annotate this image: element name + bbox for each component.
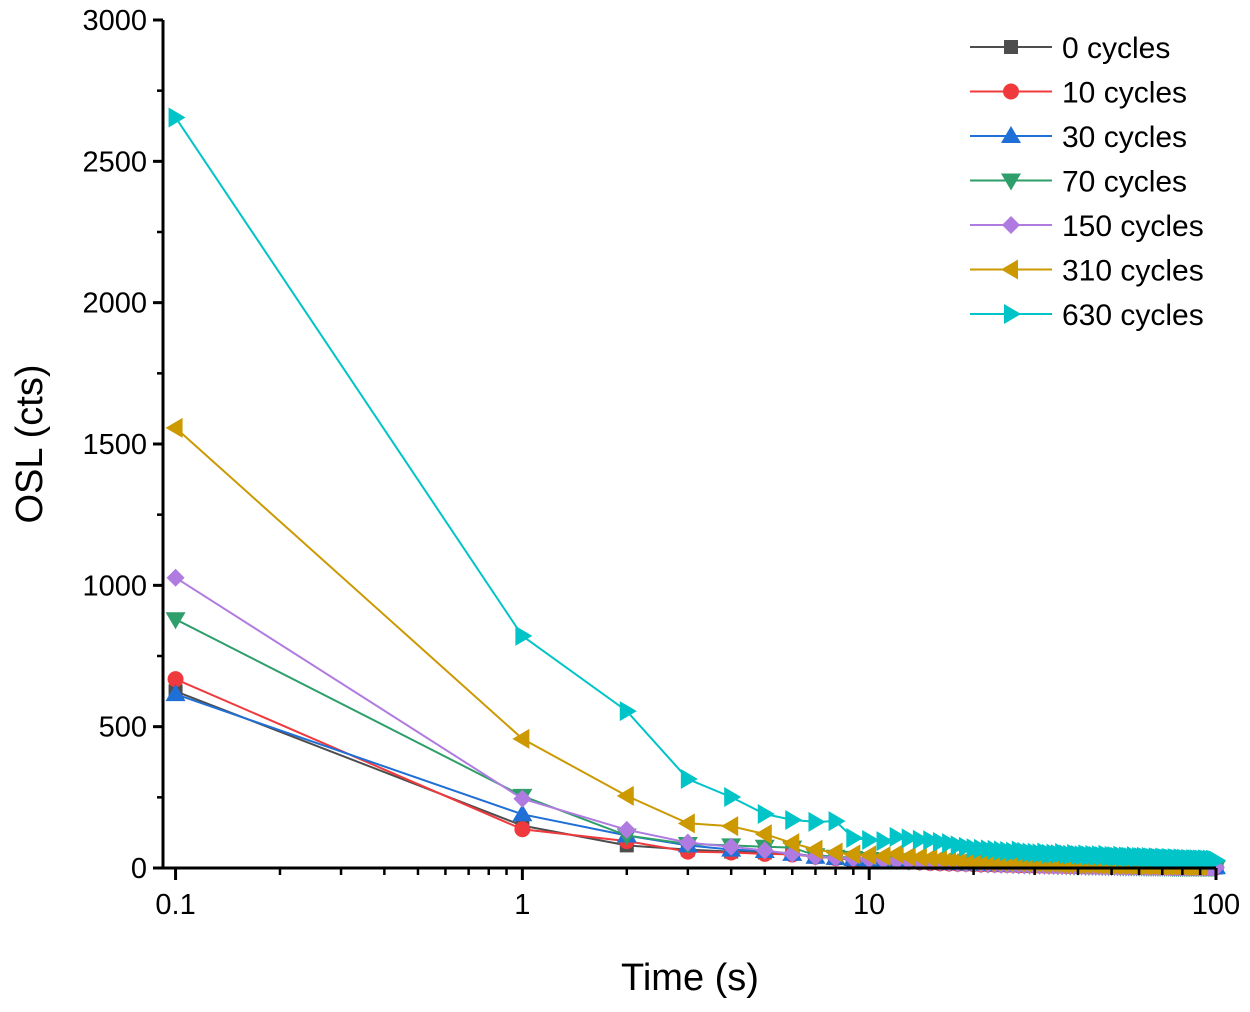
data-point: [680, 768, 698, 789]
data-point: [912, 829, 930, 850]
series-line: [175, 618, 1216, 869]
y-tick-label: 1500: [82, 429, 147, 461]
x-axis-title: Time (s): [621, 957, 759, 999]
data-point: [898, 846, 916, 867]
legend-marker-diamond-icon: [1002, 216, 1020, 234]
data-point: [512, 804, 533, 822]
legend-marker-square-icon: [1004, 40, 1018, 54]
data-point: [825, 842, 843, 863]
legend-marker-triangle-right-icon: [1004, 304, 1021, 324]
data-point: [619, 701, 637, 722]
data-point: [757, 804, 775, 825]
data-point: [909, 847, 927, 868]
legend-item: 30 cycles: [970, 121, 1187, 154]
legend-label: 310 cycles: [1062, 255, 1204, 288]
legend-item: 150 cycles: [970, 210, 1204, 243]
data-point: [514, 821, 531, 838]
data-point: [754, 824, 772, 845]
x-tick-label: 100: [1192, 889, 1240, 921]
series-line: [174, 427, 1201, 868]
legend-item: 310 cycles: [970, 255, 1204, 288]
legend-label: 630 cycles: [1062, 299, 1204, 332]
legend-marker-circle-icon: [1003, 83, 1019, 100]
data-point: [920, 848, 938, 869]
data-point: [886, 843, 904, 864]
series-line: [175, 693, 1216, 869]
legend-label: 150 cycles: [1062, 210, 1204, 243]
data-point: [889, 826, 907, 847]
legend-item: 0 cycles: [970, 32, 1170, 65]
legend-item: 70 cycles: [970, 166, 1187, 199]
series-150-cycles: [166, 568, 1225, 877]
data-point: [805, 839, 823, 860]
x-tick-label: 1: [514, 889, 530, 921]
x-tick-label: 0.1: [155, 889, 195, 921]
data-point: [782, 833, 800, 854]
data-point: [513, 789, 532, 808]
x-tick-label: 10: [853, 889, 885, 921]
data-point: [515, 625, 533, 646]
legend-item: 10 cycles: [970, 77, 1187, 110]
legend-marker-triangle-down-icon: [1001, 173, 1021, 191]
y-tick-label: 1000: [82, 570, 147, 602]
data-point: [165, 684, 186, 702]
y-tick-label: 500: [99, 712, 147, 744]
data-point: [859, 845, 877, 866]
legend: 0 cycles 10 cycles 30 cycles 70 cycles 150 c…: [970, 32, 1204, 332]
y-axis-title: OSL (cts): [9, 364, 51, 523]
legend-marker-triangle-left-icon: [1001, 259, 1018, 280]
legend-marker-triangle-up-icon: [1001, 126, 1021, 143]
data-point: [617, 820, 636, 839]
series-310-cycles: [165, 417, 1208, 877]
data-point: [828, 811, 846, 832]
data-point: [785, 809, 803, 830]
legend-label: 30 cycles: [1062, 121, 1187, 154]
data-point: [677, 813, 695, 834]
data-point: [722, 837, 741, 856]
legend-label: 70 cycles: [1062, 166, 1187, 199]
data-point: [678, 833, 697, 852]
data-point: [876, 831, 894, 852]
series-630-cycles: [168, 107, 1226, 871]
data-point: [616, 785, 634, 806]
data-point: [168, 107, 186, 128]
y-tick-label: 2000: [82, 288, 147, 320]
data-point: [724, 787, 742, 808]
data-point: [843, 844, 861, 865]
data-point: [923, 830, 941, 851]
data-point: [165, 612, 186, 630]
data-point: [755, 841, 774, 860]
data-point: [846, 828, 864, 849]
data-point: [901, 828, 919, 849]
data-point: [721, 816, 739, 837]
data-point: [167, 671, 184, 688]
y-tick-label: 0: [131, 853, 147, 885]
y-tick-label: 2500: [82, 146, 147, 178]
data-point: [1209, 850, 1226, 871]
legend-label: 10 cycles: [1062, 77, 1187, 110]
legend-item: 630 cycles: [970, 299, 1204, 332]
data-point: [512, 728, 530, 749]
legend-label: 0 cycles: [1062, 32, 1170, 65]
data-point: [932, 831, 950, 852]
data-point: [942, 833, 960, 854]
data-point: [808, 811, 826, 832]
data-point: [165, 417, 183, 438]
data-point: [929, 848, 947, 869]
axes: 0 500 1000 1500 2000 2500 3000 0.1 1 10 100: [82, 5, 1240, 921]
data-point: [873, 846, 891, 867]
data-point: [166, 568, 185, 587]
data-point: [862, 830, 880, 851]
y-tick-label: 3000: [82, 5, 147, 37]
